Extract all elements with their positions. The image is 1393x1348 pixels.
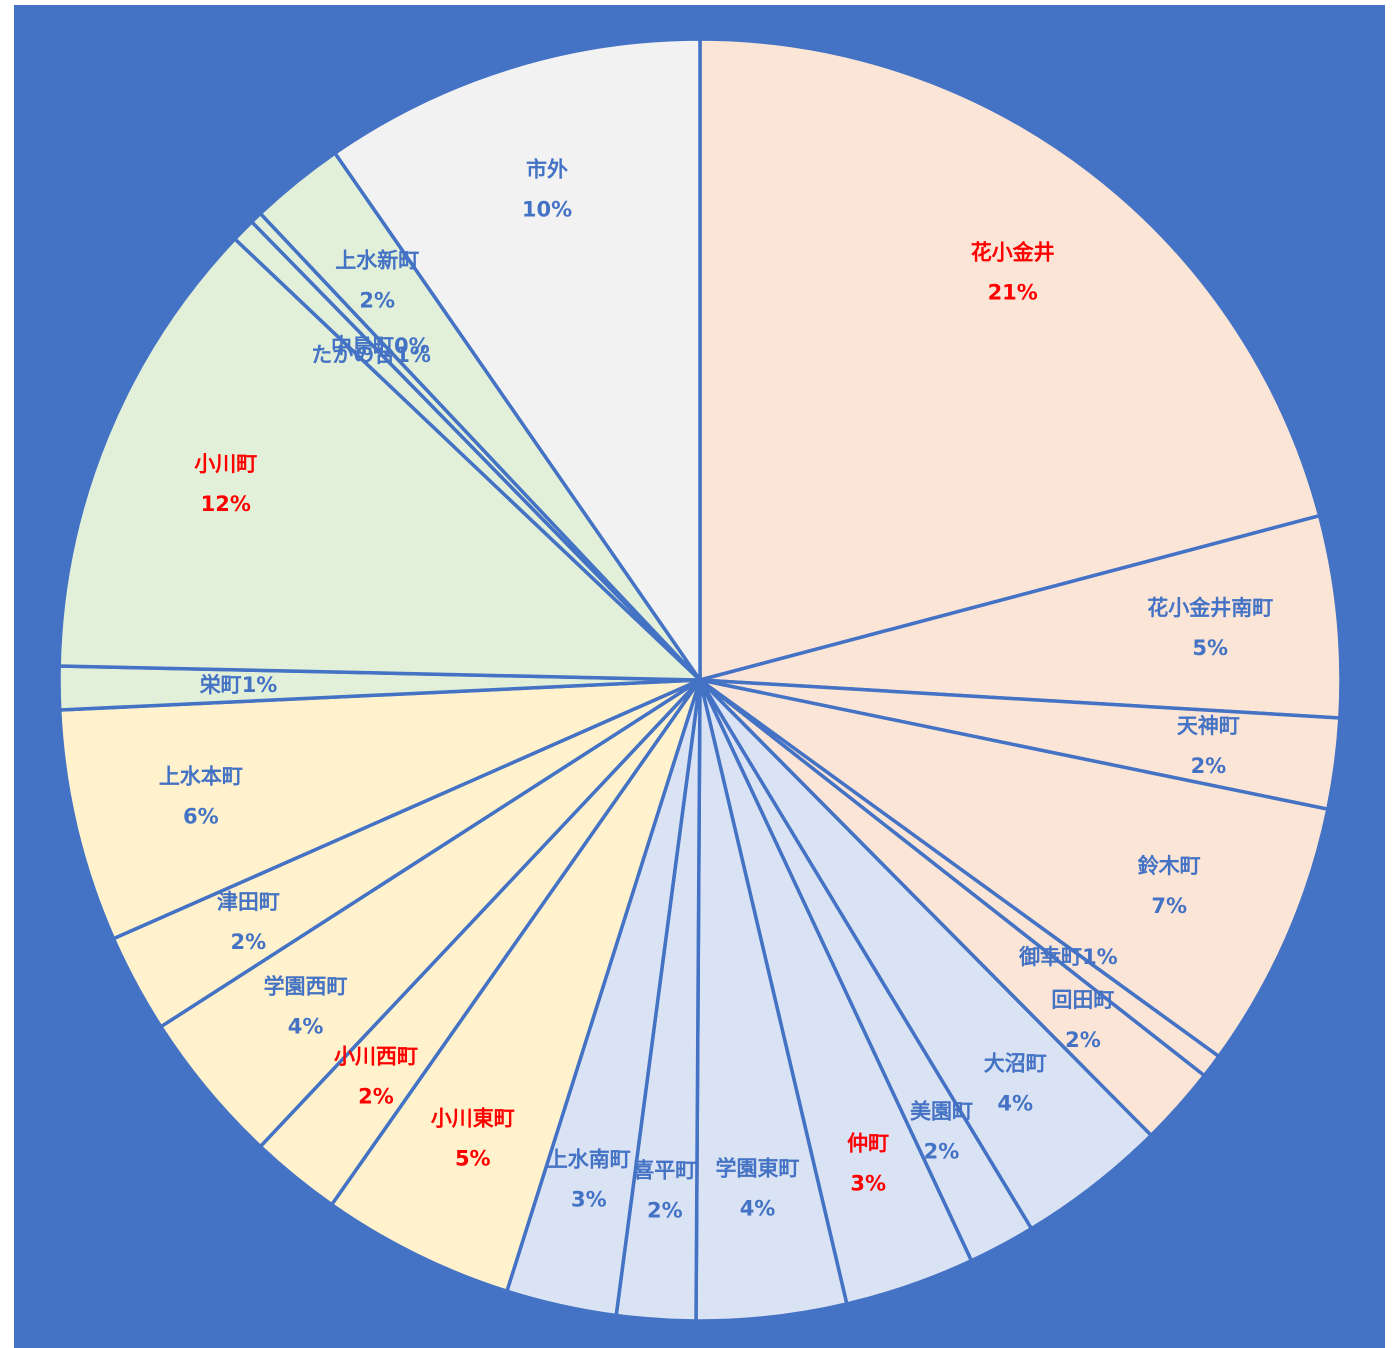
label-value: 21%: [988, 281, 1038, 305]
label-name: 回田町: [1051, 988, 1114, 1012]
data-label: 上水新町 2%: [335, 249, 419, 313]
label-value: 2%: [924, 1139, 960, 1163]
label-name: 喜平町: [633, 1159, 696, 1183]
label-value: 5%: [455, 1147, 491, 1171]
data-label: 美園町 2%: [910, 1099, 973, 1163]
data-label: 学園西町 4%: [264, 975, 348, 1039]
data-label: 喜平町 2%: [633, 1159, 696, 1223]
label-value: 2%: [1065, 1028, 1101, 1052]
label-value: 2%: [647, 1199, 683, 1223]
label-name: 御幸町: [1018, 945, 1082, 969]
label-value: 4%: [997, 1091, 1033, 1115]
data-label: 花小金井南町 5%: [1147, 596, 1273, 660]
data-label: 学園東町 4%: [716, 1157, 800, 1221]
pie-slice: [57, 678, 702, 941]
pie-slice: [698, 37, 1322, 682]
label-name: 花小金井: [971, 241, 1055, 265]
data-label: 回田町 2%: [1051, 988, 1114, 1052]
label-name: 小川町: [194, 452, 257, 476]
pie-slice: [329, 678, 702, 1293]
data-label: 花小金井 21%: [971, 241, 1055, 305]
data-label: 津田町 2%: [217, 890, 280, 954]
label-name: 上水南町: [547, 1148, 631, 1172]
label-name: 天神町: [1177, 714, 1240, 738]
label-value: 3%: [850, 1171, 886, 1195]
label-name: 小川東町: [431, 1107, 515, 1131]
data-label: 鈴木町 7%: [1138, 854, 1201, 918]
label-name: 市外: [526, 158, 568, 182]
data-label: 中島町0%: [331, 334, 430, 358]
data-label: 市外 10%: [522, 158, 572, 222]
data-label: 天神町 2%: [1177, 714, 1240, 778]
data-label: 上水本町 6%: [159, 764, 243, 828]
label-name: 中島町: [331, 334, 394, 358]
label-value: 5%: [1192, 636, 1228, 660]
label-value: 2%: [1191, 754, 1227, 778]
label-name: 仲町: [847, 1131, 889, 1155]
label-value: 6%: [183, 804, 219, 828]
label-value: 2%: [231, 930, 267, 954]
pie-slice: [698, 513, 1343, 720]
data-label: 小川町 12%: [194, 452, 257, 516]
data-label: 御幸町1%: [1018, 945, 1118, 969]
label-value: 1%: [1082, 945, 1118, 969]
label-value: 2%: [359, 289, 395, 313]
label-name: 鈴木町: [1138, 854, 1201, 878]
data-label: 仲町 3%: [847, 1131, 889, 1195]
label-name: 小川西町: [334, 1044, 418, 1068]
label-name: 美園町: [910, 1099, 973, 1123]
label-name: 大沼町: [984, 1051, 1047, 1075]
label-name: 学園西町: [264, 975, 348, 999]
data-label: 大沼町 4%: [984, 1051, 1047, 1115]
label-value: 4%: [288, 1015, 324, 1039]
label-name: 上水本町: [159, 764, 243, 788]
label-value: 3%: [571, 1188, 607, 1212]
label-name: 津田町: [217, 890, 280, 914]
label-name: たかの台: [311, 343, 395, 367]
label-value: 7%: [1151, 894, 1187, 918]
label-value: 1%: [242, 673, 278, 697]
label-name: 上水新町: [335, 249, 419, 273]
data-label: たかの台1%: [311, 343, 431, 367]
label-value: 0%: [394, 334, 430, 358]
pie-slice: [333, 37, 702, 682]
label-name: 学園東町: [716, 1157, 800, 1181]
label-name: 栄町: [199, 673, 242, 697]
label-name: 花小金井南町: [1147, 596, 1273, 620]
pie-slice: [698, 678, 1330, 1059]
data-label: 上水南町 3%: [547, 1148, 631, 1212]
label-value: 4%: [740, 1197, 776, 1221]
label-value: 1%: [395, 343, 431, 367]
label-value: 10%: [522, 198, 572, 222]
data-label: 栄町1%: [199, 673, 278, 697]
data-label: 小川西町 2%: [334, 1044, 418, 1108]
label-value: 2%: [358, 1084, 394, 1108]
pie-slice: [57, 237, 702, 682]
label-value: 12%: [201, 492, 251, 516]
data-label: 小川東町 5%: [431, 1107, 515, 1171]
